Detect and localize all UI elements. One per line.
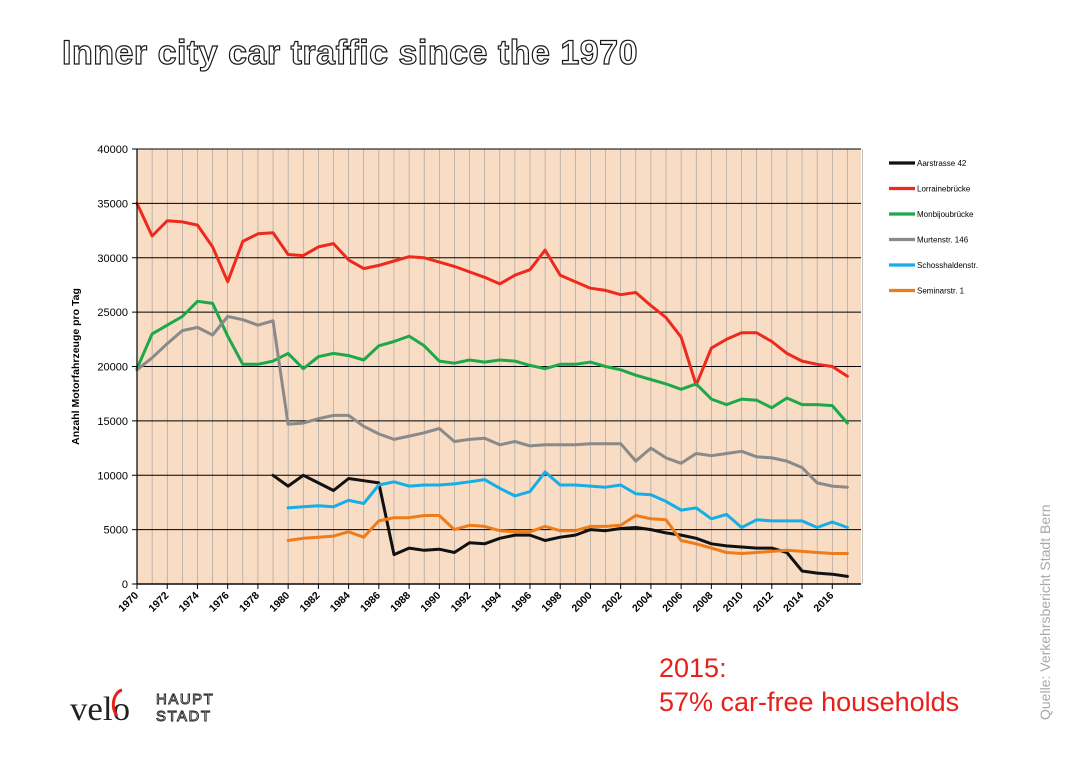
y-tick-label: 0 <box>122 579 128 591</box>
x-tick-label: 2010 <box>721 590 746 615</box>
y-axis-title: Anzahl Motorfahrzeuge pro Tag <box>70 288 82 445</box>
legend-label: Murtenstr. 146 <box>917 236 969 245</box>
legend-label: Aarstrasse 42 <box>917 159 967 168</box>
series-line-aarstrasse-42 <box>271 473 849 578</box>
logo-velo-text: velo <box>70 691 130 728</box>
x-tick-label: 2000 <box>570 590 595 615</box>
x-tick-label: 1986 <box>358 590 383 615</box>
x-tick-label: 2008 <box>690 590 715 615</box>
y-tick-label: 20000 <box>97 362 128 374</box>
x-tick-label: 1988 <box>388 590 413 615</box>
velo-hauptstadt-logo: velo HAUPT STADT <box>70 686 220 733</box>
x-tick-label: 1984 <box>328 590 353 615</box>
legend-label: Seminarstr. 1 <box>917 287 965 296</box>
source-note: Quelle: Verkehrsbericht Stadt Bern <box>1037 504 1053 720</box>
y-tick-label: 40000 <box>97 144 128 156</box>
x-tick-label: 1980 <box>267 590 292 615</box>
y-tick-label: 25000 <box>97 307 128 319</box>
logo-stadt: STADT <box>156 708 212 725</box>
x-tick-label: 2014 <box>781 590 806 615</box>
x-tick-label: 2016 <box>811 590 836 615</box>
legend-label: Lorrainebrücke <box>917 185 971 194</box>
x-tick-label: 1974 <box>177 590 202 615</box>
x-tick-label: 1972 <box>146 590 171 615</box>
x-tick-label: 2006 <box>660 590 685 615</box>
series-line-schosshaldenstr <box>286 470 849 529</box>
x-tick-label: 1976 <box>207 590 232 615</box>
slide-title: Inner city car traffic since the 1970 <box>61 33 638 72</box>
legend-label: Schosshaldenstr. <box>917 261 978 270</box>
x-tick-label: 1996 <box>509 590 534 615</box>
y-tick-label: 10000 <box>97 470 128 482</box>
x-tick-label: 2002 <box>600 590 625 615</box>
x-tick-label: 1978 <box>237 590 262 615</box>
y-tick-label: 35000 <box>97 198 128 210</box>
logo-haupt: HAUPT <box>156 691 214 708</box>
y-tick-label: 5000 <box>104 525 128 537</box>
x-tick-label: 1970 <box>116 590 141 615</box>
series-line-murtenstr-146 <box>135 315 849 489</box>
velo-logo-mark: velo HAUPT STADT <box>70 688 214 728</box>
x-tick-label: 1982 <box>297 590 322 615</box>
series-line-monbijoubr-cke <box>135 299 849 425</box>
y-tick-label: 15000 <box>97 416 128 428</box>
series-line-lorrainebr-cke <box>135 201 849 387</box>
logo-red-stroke <box>111 688 123 717</box>
x-tick-label: 2012 <box>751 590 776 615</box>
x-tick-label: 1998 <box>539 590 564 615</box>
legend-label: Monbijoubrücke <box>917 210 974 219</box>
y-tick-label: 30000 <box>97 253 128 265</box>
x-tick-label: 2004 <box>630 590 655 615</box>
x-tick-label: 1994 <box>479 590 504 615</box>
callout-year: 2015: <box>659 653 727 683</box>
x-tick-label: 1992 <box>449 590 474 615</box>
car-free-callout: 2015: 57% car-free households <box>659 651 959 719</box>
x-tick-label: 1990 <box>418 590 443 615</box>
series-line-seminarstr-1 <box>286 514 849 555</box>
callout-text: 57% car-free households <box>659 687 960 717</box>
